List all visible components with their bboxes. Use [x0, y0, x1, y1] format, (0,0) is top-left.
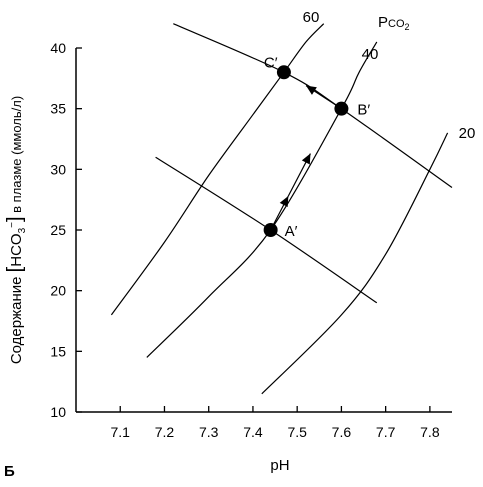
isopleth-label-60: 60: [303, 9, 320, 26]
x-tick-label: 7.5: [287, 424, 307, 440]
data-point: [263, 223, 278, 237]
buffer-line: [173, 23, 453, 188]
x-tick-label: 7.7: [376, 424, 396, 440]
isopleth-line-60: [110, 23, 325, 316]
point-label: C′: [264, 54, 278, 71]
x-axis-label: pH: [270, 457, 289, 474]
x-tick-label: 7.3: [199, 424, 219, 440]
x-tick-label: 7.8: [420, 424, 440, 440]
x-tick-label: 7.6: [332, 424, 352, 440]
arrow-head: [279, 196, 289, 207]
isopleth-line-40: [146, 41, 378, 358]
isopleth-line-20: [261, 132, 449, 395]
y-tick-label: 40: [50, 40, 66, 56]
point-label: A′: [285, 223, 298, 240]
point-label: B′: [357, 102, 370, 119]
pco2-header: PCO2: [378, 14, 410, 32]
x-tick-label: 7.4: [243, 424, 263, 440]
data-point: [276, 65, 291, 80]
y-tick-label: 25: [50, 222, 66, 238]
arrow-head: [301, 153, 311, 165]
data-point: [334, 101, 349, 116]
y-tick-label: 10: [50, 404, 66, 420]
arrow-head: [306, 85, 317, 95]
y-axis-label: Содержание [HCO3−] в плазме (ммоль/л): [4, 96, 28, 364]
x-tick-label: 7.2: [155, 424, 175, 440]
y-tick-label: 15: [50, 343, 66, 359]
y-tick-label: 35: [50, 101, 66, 117]
axes: 10 15 20 25 30 35 40 7.1 7.2 7.3 7.4 7.5 7.6 7.7 7.8: [50, 40, 452, 440]
x-tick-label: 7.1: [111, 424, 131, 440]
figure-letter: Б: [4, 463, 15, 480]
y-tick-label: 20: [50, 283, 66, 299]
isopleth-label-40: 40: [362, 46, 379, 63]
marks-layer: 60 40 20 A′ B′ C′: [263, 9, 476, 240]
isopleth-label-20: 20: [459, 125, 476, 142]
y-tick-label: 30: [50, 161, 66, 177]
